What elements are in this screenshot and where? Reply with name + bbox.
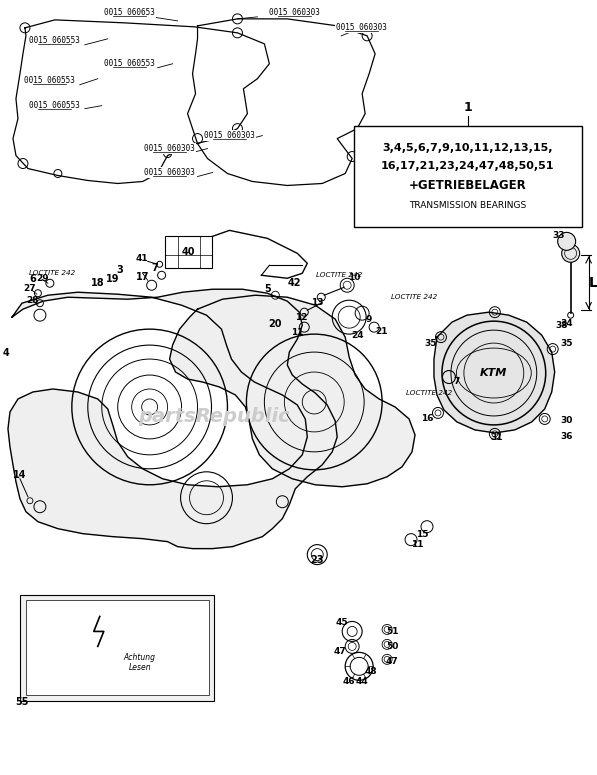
Text: 38: 38 — [555, 321, 568, 329]
Text: 0015 060553: 0015 060553 — [24, 76, 75, 85]
Text: 41: 41 — [136, 253, 148, 263]
Text: 19: 19 — [106, 274, 119, 284]
Text: 16,17,21,23,24,47,48,50,51: 16,17,21,23,24,47,48,50,51 — [381, 160, 555, 170]
Text: 10: 10 — [348, 273, 361, 282]
Text: 0015 060303: 0015 060303 — [204, 131, 255, 140]
Text: 50: 50 — [386, 642, 398, 651]
Text: 15: 15 — [416, 530, 428, 539]
Text: 44: 44 — [356, 677, 368, 686]
Text: 24: 24 — [351, 331, 364, 339]
Text: 0015 060303: 0015 060303 — [144, 168, 195, 177]
Text: LOCTITE 242: LOCTITE 242 — [406, 390, 452, 396]
Text: 35: 35 — [561, 339, 573, 348]
Text: 0015 060553: 0015 060553 — [29, 102, 81, 110]
Text: LOCTITE 242: LOCTITE 242 — [316, 272, 362, 278]
Text: 18: 18 — [91, 278, 104, 288]
Text: 0015 060303: 0015 060303 — [336, 23, 387, 33]
Text: 3,4,5,6,7,9,10,11,12,13,15,: 3,4,5,6,7,9,10,11,12,13,15, — [383, 143, 553, 153]
Bar — [20, 594, 214, 701]
Polygon shape — [187, 19, 375, 185]
Text: 17: 17 — [136, 272, 149, 282]
Text: 5: 5 — [264, 284, 271, 294]
Text: L: L — [589, 276, 597, 291]
Text: Achtung
Lesen: Achtung Lesen — [124, 653, 156, 672]
Text: 29: 29 — [36, 274, 49, 283]
Text: 35: 35 — [424, 339, 437, 348]
Text: 14: 14 — [13, 470, 27, 480]
Text: 31: 31 — [491, 433, 503, 443]
Text: 20: 20 — [269, 319, 282, 329]
Bar — [26, 601, 208, 695]
Text: partsRepublic: partsRepublic — [139, 408, 290, 426]
Text: 33: 33 — [552, 231, 565, 239]
Text: 42: 42 — [288, 278, 301, 288]
Text: 40: 40 — [182, 247, 195, 257]
Text: 23: 23 — [310, 555, 324, 565]
Text: 27: 27 — [24, 284, 36, 293]
Text: 47: 47 — [386, 657, 398, 666]
Text: +GETRIEBELAGER: +GETRIEBELAGER — [409, 179, 527, 192]
Text: 21: 21 — [375, 326, 387, 336]
Polygon shape — [8, 289, 337, 549]
Text: 11: 11 — [411, 540, 423, 549]
Bar — [165, 236, 213, 268]
Bar — [354, 126, 581, 227]
Text: 9: 9 — [366, 315, 373, 324]
Text: 46: 46 — [343, 677, 355, 686]
Text: 1: 1 — [463, 102, 472, 114]
Polygon shape — [170, 295, 415, 487]
Text: 48: 48 — [365, 666, 377, 676]
Text: 36: 36 — [561, 432, 573, 442]
Text: 45: 45 — [336, 618, 349, 627]
Polygon shape — [434, 312, 555, 433]
Text: 11: 11 — [291, 328, 303, 336]
Text: 55: 55 — [15, 698, 29, 708]
Text: 28: 28 — [27, 296, 39, 305]
Text: 0015 060653: 0015 060653 — [104, 9, 155, 17]
Circle shape — [562, 244, 580, 262]
Text: 7: 7 — [454, 377, 460, 385]
Text: LOCTITE 242: LOCTITE 242 — [29, 270, 75, 276]
Text: 0015 060553: 0015 060553 — [29, 36, 81, 45]
Text: 47: 47 — [334, 647, 347, 656]
Text: LOCTITE 242: LOCTITE 242 — [391, 294, 437, 300]
Text: 0015 060303: 0015 060303 — [144, 144, 195, 153]
Text: 30: 30 — [561, 416, 573, 425]
Text: 12: 12 — [295, 312, 307, 322]
Text: 7: 7 — [151, 264, 158, 274]
Text: 16: 16 — [421, 415, 433, 423]
Text: 3: 3 — [116, 265, 123, 275]
Text: 51: 51 — [386, 627, 398, 636]
Circle shape — [558, 232, 576, 250]
Polygon shape — [13, 20, 269, 184]
Text: 0015 060303: 0015 060303 — [269, 9, 320, 17]
Text: 0015 060553: 0015 060553 — [104, 59, 155, 68]
Text: 13: 13 — [311, 298, 324, 307]
Text: 6: 6 — [29, 274, 36, 284]
Text: TRANSMISSION BEARINGS: TRANSMISSION BEARINGS — [410, 201, 527, 210]
Text: 4: 4 — [2, 348, 10, 358]
Text: 34: 34 — [561, 319, 573, 328]
Text: KTM: KTM — [480, 368, 507, 378]
